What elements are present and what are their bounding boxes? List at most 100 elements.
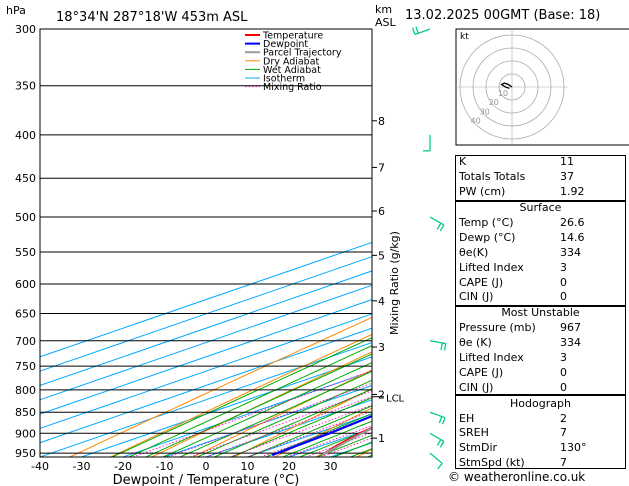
temperature-tick-label: 30: [324, 460, 338, 473]
hodograph-ring-label: 20: [489, 98, 499, 107]
mixing-ratio-axis-label: Mixing Ratio (g/kg): [388, 231, 401, 335]
index-label: Totals Totals: [459, 170, 526, 184]
legend-entry: Dry Adiabat: [263, 56, 320, 67]
wind-barb: [429, 216, 445, 232]
hodograph-ring-label: 10: [498, 89, 508, 98]
km-tick-label: 5: [378, 249, 385, 262]
wind-barb-staff: [429, 216, 445, 226]
km-tick-label: 2: [378, 388, 385, 401]
pressure-tick-label: 400: [15, 129, 36, 142]
hodo-row: SREH 7: [455, 426, 626, 441]
wind-barb-flag: [439, 224, 445, 232]
surface-row: θe(K) 334: [455, 245, 626, 260]
index-label: CIN (J): [459, 290, 494, 304]
wind-barb-flag: [438, 416, 443, 424]
pressure-tick-label: 750: [15, 360, 36, 373]
index-value: 967: [560, 321, 581, 335]
wet-adiabat-line: [247, 405, 372, 457]
index-value: 334: [560, 245, 581, 259]
km-tick-label: 4: [378, 295, 385, 308]
index-value: 334: [560, 336, 581, 350]
pressure-tick-label: 300: [15, 23, 36, 36]
index-value: 0: [560, 365, 567, 379]
index-label: StmSpd (kt): [459, 456, 525, 470]
wind-barb: [429, 340, 447, 351]
pressure-tick-label: 550: [15, 246, 36, 259]
mu-header: Most Unstable: [455, 304, 626, 321]
surface-header: Surface: [455, 199, 626, 216]
wind-barb-flag: [436, 222, 442, 230]
km-tick-label: 8: [378, 115, 385, 128]
temperature-tick-label: -20: [114, 460, 132, 473]
hodo-row: EH 2: [455, 411, 626, 426]
wind-barb: [429, 432, 445, 448]
index-value: 37: [560, 170, 574, 184]
hodograph-ring-label: 30: [480, 107, 490, 116]
mu-row: θe (K) 334: [455, 336, 626, 351]
wet-adiabat-line: [127, 345, 372, 457]
hodo-title: Hodograph: [455, 395, 626, 412]
legend-entry: Dewpoint: [263, 39, 308, 50]
copyright-footer: © weatheronline.co.uk: [448, 470, 586, 484]
legend-entry: Mixing Ratio: [263, 82, 322, 93]
wet-adiabat-line: [144, 353, 372, 457]
wind-barb-flag: [439, 440, 445, 448]
index-label: Pressure (mb): [459, 321, 536, 335]
isotherm-line: [40, 241, 372, 358]
indices-table: K 11 Totals Totals 37 PW (cm) 1.92 Surface …: [455, 155, 626, 471]
pressure-tick-label: 700: [15, 335, 36, 348]
index-label: CIN (J): [459, 380, 494, 394]
wind-barb-flag: [437, 463, 443, 470]
pressure-tick-label: 850: [15, 406, 36, 419]
index-label: θe(K): [459, 245, 489, 259]
lcl-label: LCL: [386, 394, 405, 405]
index-row-tt: Totals Totals 37: [455, 170, 626, 185]
wind-barb-staff: [414, 28, 431, 36]
index-label: CAPE (J): [459, 365, 504, 379]
pressure-tick-label: 950: [15, 447, 36, 460]
wind-barb: [429, 452, 443, 470]
wind-barb-staff: [429, 340, 446, 345]
isotherm-line: [40, 341, 372, 457]
wet-adiabat-line: [281, 420, 372, 457]
pressure-tick-label: 450: [15, 172, 36, 185]
index-label: StmDir: [459, 441, 498, 455]
wind-barb-flag: [442, 417, 446, 425]
surface-row: CAPE (J) 0: [455, 275, 626, 290]
wet-adiabat-line: [213, 388, 372, 457]
wind-barb-flag: [411, 27, 416, 35]
isotherm-line: [164, 384, 372, 457]
mu-row: Lifted Index 3: [455, 351, 626, 366]
km-axis-label: km: [375, 3, 392, 16]
wind-barb: [423, 134, 431, 152]
wind-barb: [429, 411, 446, 425]
km-tick-label: 1: [378, 432, 385, 445]
wind-barbs: [411, 26, 447, 470]
index-label: SREH: [459, 426, 489, 440]
isotherm-line: [40, 327, 372, 444]
index-label: EH: [459, 411, 475, 425]
isotherm-line: [81, 356, 372, 457]
isotherm-line: [40, 284, 372, 401]
index-label: CAPE (J): [459, 275, 504, 289]
temperature-tick-label: 10: [241, 460, 255, 473]
mu-title: Most Unstable: [455, 304, 626, 321]
km-tick-label: 7: [378, 161, 385, 174]
surface-row: Dewp (°C) 14.6: [455, 230, 626, 245]
index-label: PW (cm): [459, 185, 506, 199]
wet-adiabat-line: [110, 337, 372, 457]
surface-title: Surface: [455, 199, 626, 216]
datetime-label: 13.02.2025 00GMT (Base: 18): [405, 8, 601, 23]
mixing-ratio-line: [132, 370, 372, 457]
surface-row: CIN (J) 0: [455, 290, 626, 305]
temperature-tick-label: -30: [73, 460, 91, 473]
index-label: K: [459, 155, 467, 169]
index-value: 26.6: [560, 216, 585, 229]
hodograph-unit-label: kt: [460, 32, 469, 42]
index-value: 0: [560, 380, 567, 394]
hodograph-ring-label: 40: [471, 116, 481, 125]
km-tick-label: 6: [378, 205, 385, 218]
wet-adiabat-line: [264, 413, 372, 457]
pressure-tick-label: 500: [15, 211, 36, 224]
